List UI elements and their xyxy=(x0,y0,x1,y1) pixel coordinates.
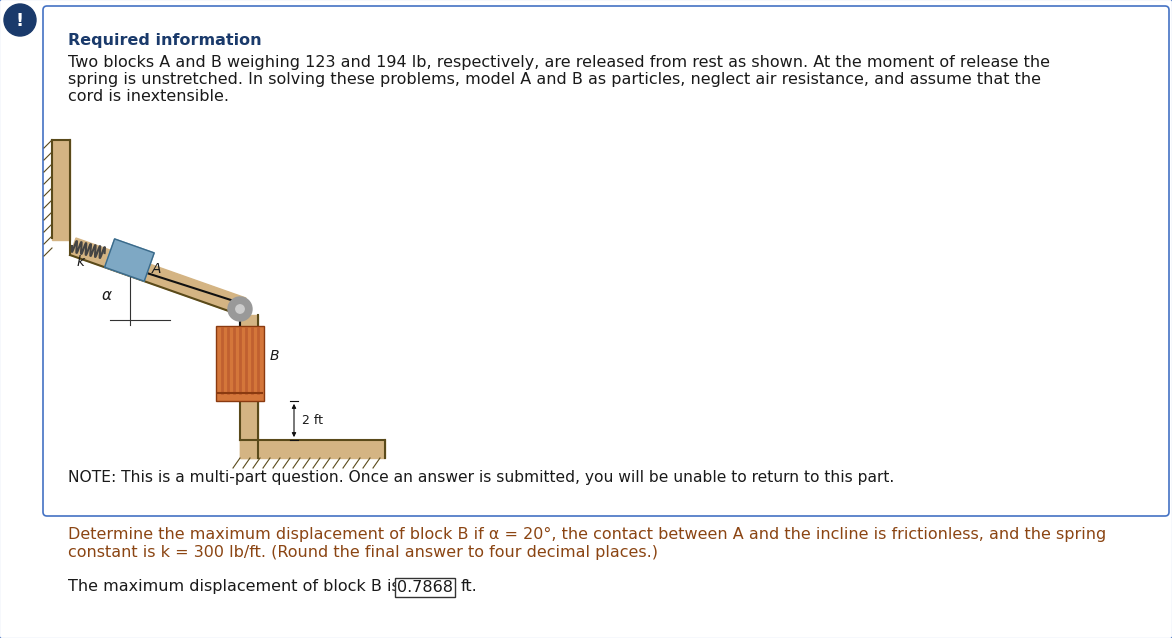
Text: α: α xyxy=(102,288,113,303)
FancyBboxPatch shape xyxy=(43,6,1168,516)
Polygon shape xyxy=(240,440,384,458)
Text: constant is k = 300 lb/ft. (Round the final answer to four decimal places.): constant is k = 300 lb/ft. (Round the fi… xyxy=(68,545,657,560)
Text: k: k xyxy=(76,255,84,269)
Text: NOTE: This is a multi-part question. Once an answer is submitted, you will be un: NOTE: This is a multi-part question. Onc… xyxy=(68,470,894,485)
Text: !: ! xyxy=(16,12,25,30)
Circle shape xyxy=(4,4,36,36)
Text: ft.: ft. xyxy=(461,579,478,594)
Bar xyxy=(395,578,455,597)
Bar xyxy=(216,326,264,401)
Text: 2 ft: 2 ft xyxy=(302,414,323,427)
Polygon shape xyxy=(52,140,70,240)
Text: B: B xyxy=(270,349,279,363)
Circle shape xyxy=(229,297,252,321)
Circle shape xyxy=(236,305,244,313)
Text: Determine the maximum displacement of block B if α = 20°, the contact between A : Determine the maximum displacement of bl… xyxy=(68,527,1106,542)
Text: 0.7868: 0.7868 xyxy=(397,580,454,595)
Polygon shape xyxy=(104,239,155,281)
Text: Two blocks A and B weighing 123 and 194 lb, respectively, are released from rest: Two blocks A and B weighing 123 and 194 … xyxy=(68,55,1050,70)
Text: spring is unstretched. In solving these problems, model A and B as particles, ne: spring is unstretched. In solving these … xyxy=(68,72,1041,87)
Polygon shape xyxy=(70,238,246,315)
Text: Required information: Required information xyxy=(68,33,261,48)
Text: The maximum displacement of block B is: The maximum displacement of block B is xyxy=(68,579,400,594)
Text: A: A xyxy=(152,262,162,276)
Polygon shape xyxy=(240,315,258,458)
Text: cord is inextensible.: cord is inextensible. xyxy=(68,89,229,104)
